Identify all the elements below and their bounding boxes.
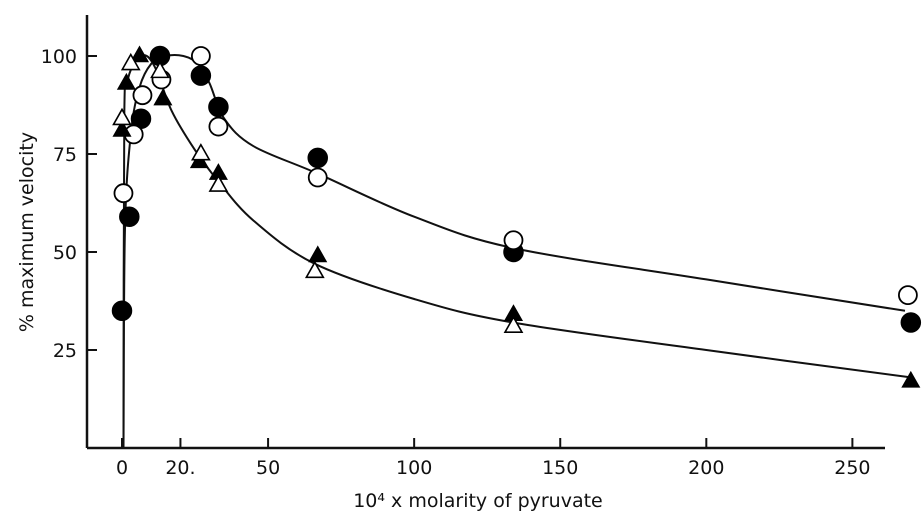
x-axis-label: 10⁴ x molarity of pyruvate bbox=[353, 490, 603, 512]
open-triangle-point bbox=[112, 107, 132, 126]
open-triangle-point bbox=[191, 143, 211, 161]
x-tick-label: 100 bbox=[396, 457, 432, 479]
y-axis-label: % maximum velocity bbox=[16, 132, 38, 332]
open-circle-point bbox=[113, 183, 134, 204]
filled-circle-point bbox=[208, 96, 229, 118]
data-points bbox=[111, 45, 922, 388]
x-tick-label: 20. bbox=[165, 457, 195, 479]
x-tick-label: 250 bbox=[834, 457, 870, 479]
filled-circle-point bbox=[900, 312, 922, 333]
open-circle-point bbox=[898, 285, 918, 306]
x-tick-label: 150 bbox=[542, 457, 578, 479]
y-tick-label: 50 bbox=[53, 242, 77, 264]
x-tick-label: 50 bbox=[256, 457, 280, 479]
y-tick-label: 75 bbox=[53, 144, 77, 166]
filled-triangle-point bbox=[901, 370, 921, 388]
filled-circle-point bbox=[190, 65, 212, 86]
axis-ticks: 0 20. 50 100 150 200 250 25 50 75 100 bbox=[41, 46, 871, 479]
open-triangle-point bbox=[208, 174, 229, 192]
filled-circle-point bbox=[111, 300, 133, 322]
filled-circle-point bbox=[307, 147, 328, 169]
filled-triangle-point bbox=[308, 245, 328, 263]
y-tick-label: 100 bbox=[41, 46, 77, 68]
x-tick-label: 200 bbox=[688, 457, 724, 479]
filled-circle-point bbox=[119, 206, 140, 227]
open-circle-point bbox=[307, 167, 328, 188]
filled-triangle-point bbox=[153, 88, 173, 106]
open-circle-point bbox=[208, 116, 229, 137]
filled-triangle-point bbox=[116, 72, 136, 90]
open-triangle-point bbox=[150, 60, 170, 79]
open-triangle-point bbox=[503, 315, 524, 333]
open-circle-point bbox=[503, 230, 524, 251]
open-triangle-point bbox=[304, 260, 325, 279]
open-circle-point bbox=[132, 85, 153, 106]
filled-triangle-point bbox=[129, 45, 150, 63]
y-tick-label: 25 bbox=[53, 340, 77, 362]
open-triangle-point bbox=[120, 52, 141, 71]
x-tick-label: 0 bbox=[116, 457, 128, 479]
filled-triangle-point bbox=[112, 119, 132, 137]
open-circle-point bbox=[190, 46, 211, 66]
